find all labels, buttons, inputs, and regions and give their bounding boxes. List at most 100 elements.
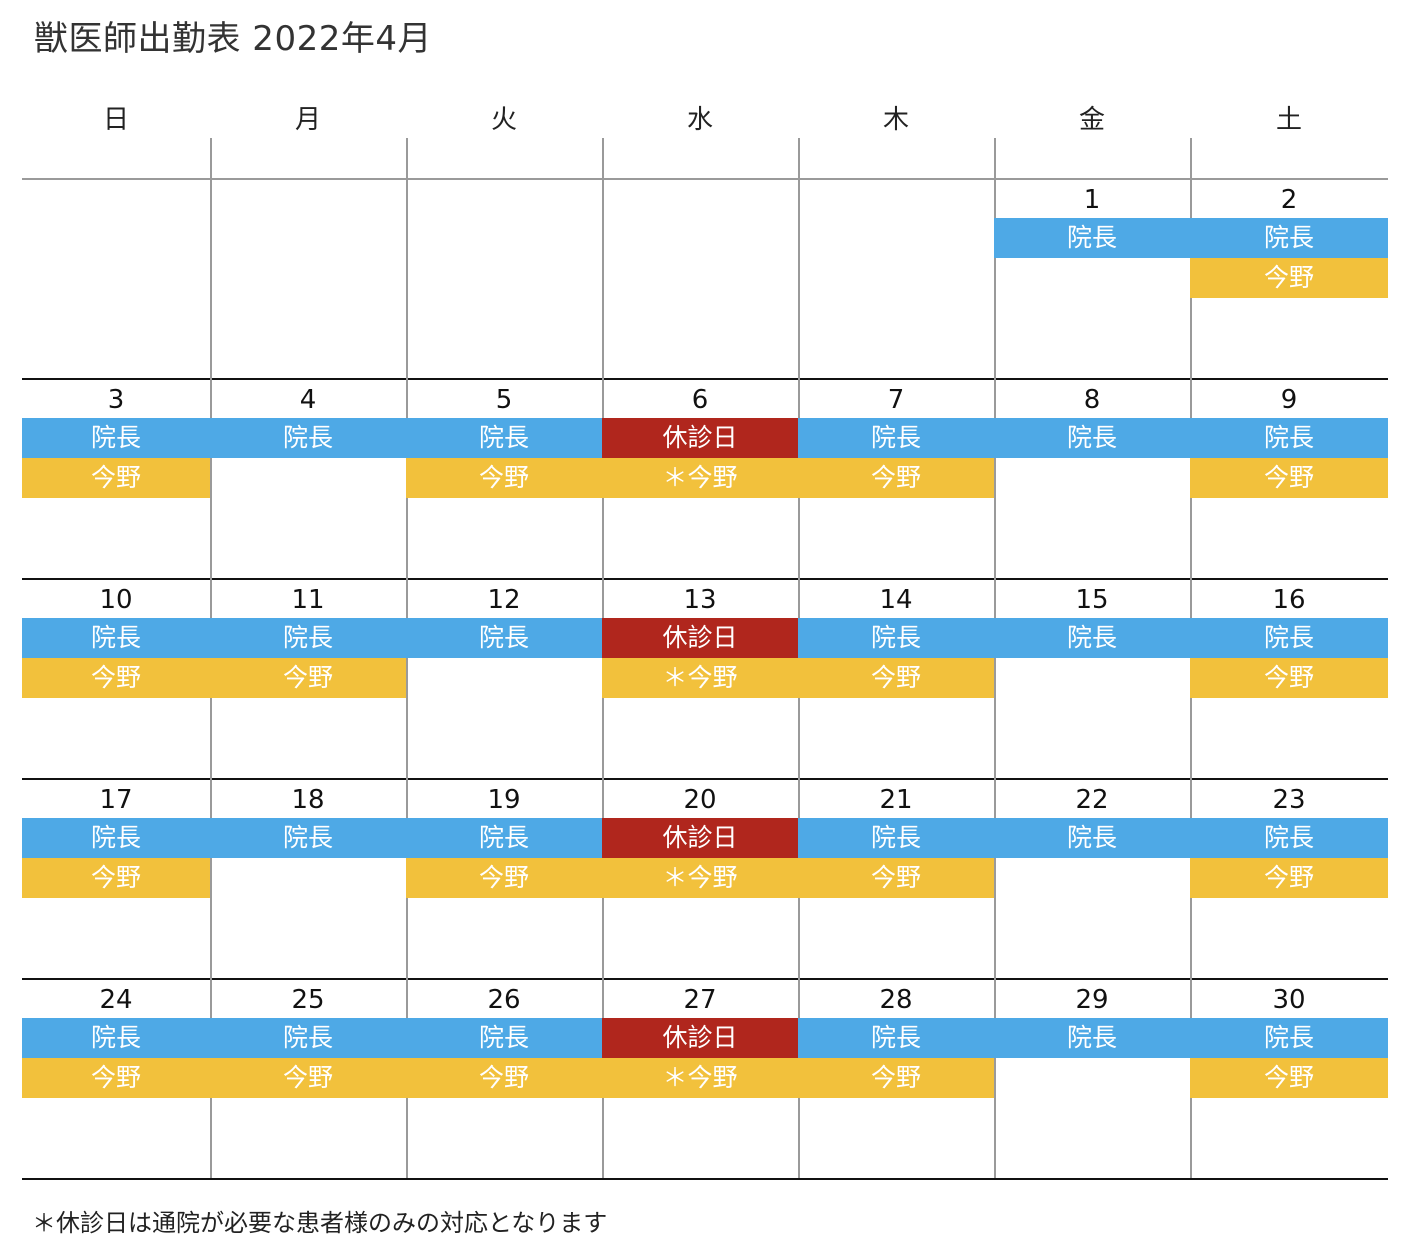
konno-shift: 今野 [1190,458,1388,498]
day-number: 10 [99,585,133,615]
konno-shift: 今野 [22,858,210,898]
day-number: 25 [291,985,325,1015]
day-number: 6 [691,385,709,415]
konno-shift: 今野 [1190,258,1388,298]
day-number: 14 [879,585,913,615]
konno-shift: 今野 [798,458,994,498]
closed-day-badge: 休診日 [602,618,798,658]
day-number: 24 [99,985,133,1015]
day-number: 29 [1075,985,1109,1015]
konno-shift: 今野 [798,858,994,898]
konno-shift: 今野 [22,1058,210,1098]
weekday-header: 火 [490,105,517,135]
day-number: 8 [1083,385,1101,415]
konno-shift: 今野 [1190,1058,1388,1098]
day-number: 26 [487,985,521,1015]
day-number: 28 [879,985,913,1015]
day-number: 13 [683,585,717,615]
day-number: 23 [1272,785,1306,815]
day-number: 3 [107,385,125,415]
day-number: 22 [1075,785,1109,815]
director-shift: 院長 [994,618,1190,658]
konno-shift: 今野 [210,1058,406,1098]
director-shift: 院長 [994,218,1190,258]
director-shift: 院長 [22,418,210,458]
director-shift: 院長 [210,418,406,458]
konno-shift: 今野 [406,458,602,498]
director-shift: 院長 [406,818,602,858]
director-shift: 院長 [798,618,994,658]
director-shift: 院長 [406,418,602,458]
day-number: 11 [291,585,325,615]
konno-shift: ＊今野 [602,1058,798,1098]
day-number: 17 [99,785,133,815]
konno-shift: 今野 [22,658,210,698]
closed-day-badge: 休診日 [602,818,798,858]
director-shift: 院長 [994,418,1190,458]
director-shift: 院長 [210,818,406,858]
day-number: 7 [887,385,905,415]
weekday-header: 水 [686,105,713,135]
day-number: 4 [299,385,317,415]
day-number: 2 [1280,185,1298,215]
director-shift: 院長 [1190,1018,1388,1058]
day-number: 30 [1272,985,1306,1015]
row-divider [22,378,1388,380]
konno-shift: ＊今野 [602,858,798,898]
row-divider [22,978,1388,980]
director-shift: 院長 [1190,418,1388,458]
row-divider [22,1178,1388,1180]
director-shift: 院長 [406,618,602,658]
weekday-header: 土 [1275,105,1302,135]
day-number: 1 [1083,185,1101,215]
director-shift: 院長 [798,418,994,458]
row-divider [22,178,1388,180]
director-shift: 院長 [798,1018,994,1058]
day-number: 19 [487,785,521,815]
director-shift: 院長 [22,818,210,858]
director-shift: 院長 [1190,218,1388,258]
director-shift: 院長 [22,1018,210,1058]
day-number: 27 [683,985,717,1015]
column-divider [994,138,996,1178]
director-shift: 院長 [210,1018,406,1058]
weekday-header: 木 [882,105,909,135]
footnote: ＊休診日は通院が必要な患者様のみの対応となります [32,1209,608,1237]
director-shift: 院長 [994,818,1190,858]
row-divider [22,778,1388,780]
day-number: 12 [487,585,521,615]
closed-day-badge: 休診日 [602,1018,798,1058]
konno-shift: 今野 [406,1058,602,1098]
weekday-header: 金 [1078,105,1105,135]
konno-shift: 今野 [406,858,602,898]
day-number: 9 [1280,385,1298,415]
konno-shift: 今野 [22,458,210,498]
column-divider [406,138,408,1178]
page-title: 獣医師出勤表 2022年4月 [34,19,432,59]
konno-shift: 今野 [798,658,994,698]
weekday-header: 日 [102,105,129,135]
day-number: 15 [1075,585,1109,615]
calendar-grid: 日月火水木金土 1 院長 2 院長 今野 3 院長 今野 4 院長 5 院長 今野 6 休診日 ＊今野 7 院長 今野… [22,0,1388,1244]
director-shift: 院長 [1190,618,1388,658]
closed-day-badge: 休診日 [602,418,798,458]
konno-shift: 今野 [1190,658,1388,698]
day-number: 5 [495,385,513,415]
row-divider [22,578,1388,580]
director-shift: 院長 [406,1018,602,1058]
konno-shift: 今野 [1190,858,1388,898]
day-number: 21 [879,785,913,815]
director-shift: 院長 [1190,818,1388,858]
director-shift: 院長 [22,618,210,658]
day-number: 18 [291,785,325,815]
konno-shift: 今野 [210,658,406,698]
konno-shift: 今野 [798,1058,994,1098]
konno-shift: ＊今野 [602,458,798,498]
day-number: 20 [683,785,717,815]
director-shift: 院長 [994,1018,1190,1058]
weekday-header: 月 [294,105,321,135]
director-shift: 院長 [798,818,994,858]
konno-shift: ＊今野 [602,658,798,698]
day-number: 16 [1272,585,1306,615]
director-shift: 院長 [210,618,406,658]
